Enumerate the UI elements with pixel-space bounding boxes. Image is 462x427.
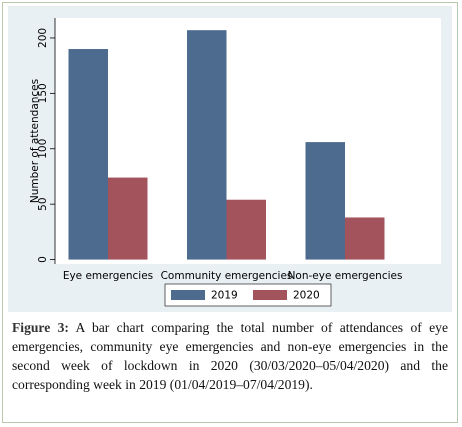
bar: [305, 142, 345, 260]
legend-label: 2019: [211, 290, 238, 302]
bar: [226, 199, 266, 260]
bar: [108, 177, 148, 260]
y-tick-label: 100: [37, 139, 49, 159]
caption-label: Figure 3:: [12, 320, 69, 335]
figure-frame: [2, 2, 458, 423]
caption-text: A bar chart comparing the total number o…: [12, 320, 448, 392]
x-tick-label: Non-eye emergencies: [288, 270, 403, 282]
y-tick-label: 50: [37, 197, 49, 210]
x-tick-label: Community emergencies: [161, 270, 293, 282]
x-tick-label: Eye emergencies: [63, 270, 153, 282]
legend-box: [164, 283, 332, 307]
y-tick-label: 150: [37, 83, 49, 103]
y-tick-label: 200: [37, 28, 49, 48]
bar: [187, 30, 227, 260]
caption: Figure 3: A bar chart comparing the tota…: [12, 318, 448, 394]
legend-swatch: [253, 290, 287, 300]
legend-label: 2020: [293, 290, 320, 302]
chart: Number of attendances 0 50 100 150 200 Eye em…: [8, 6, 452, 312]
y-axis-title: Number of attendances: [29, 79, 41, 203]
bar: [68, 49, 108, 260]
y-tick-label: 0: [37, 256, 49, 263]
legend-swatch: [171, 290, 205, 300]
bar: [345, 217, 385, 260]
